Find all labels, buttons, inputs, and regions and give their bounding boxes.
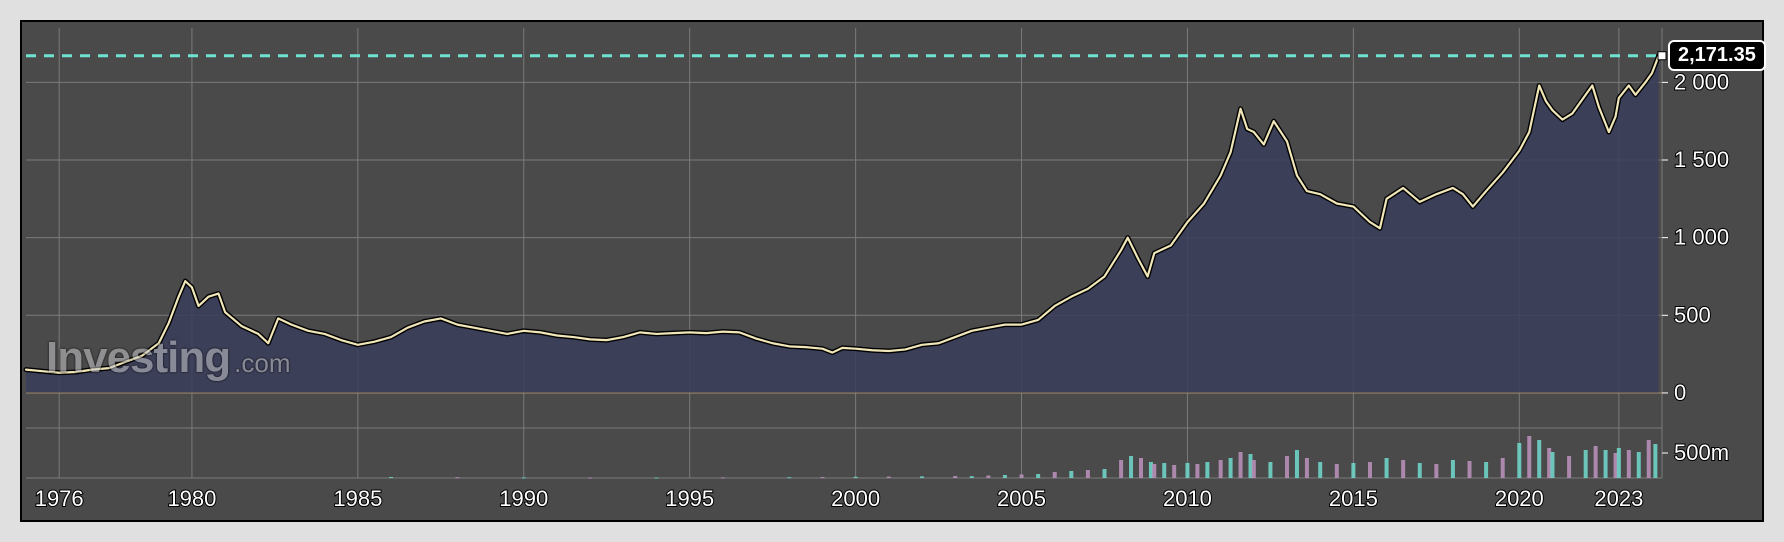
svg-text:500m: 500m <box>1674 440 1729 465</box>
current-price-badge: 2,171.35 <box>1668 40 1766 71</box>
chart-container: 0 500 1 000 1 500 2 000 500m 1976 1980 1985 1990 1… <box>0 0 1784 542</box>
svg-text:1976: 1976 <box>35 486 84 511</box>
price-chart[interactable]: 0 500 1 000 1 500 2 000 500m 1976 1980 1985 1990 1… <box>22 22 1762 520</box>
current-price-value: 2,171.35 <box>1678 44 1756 66</box>
svg-text:1980: 1980 <box>167 486 216 511</box>
svg-text:2005: 2005 <box>997 486 1046 511</box>
svg-text:1 000: 1 000 <box>1674 225 1729 250</box>
svg-text:2000: 2000 <box>831 486 880 511</box>
svg-text:1990: 1990 <box>499 486 548 511</box>
svg-text:2020: 2020 <box>1495 486 1544 511</box>
svg-text:1 500: 1 500 <box>1674 147 1729 172</box>
svg-text:0: 0 <box>1674 380 1686 405</box>
svg-text:2015: 2015 <box>1329 486 1378 511</box>
svg-text:2010: 2010 <box>1163 486 1212 511</box>
svg-text:500: 500 <box>1674 302 1711 327</box>
svg-text:1995: 1995 <box>665 486 714 511</box>
svg-text:1985: 1985 <box>333 486 382 511</box>
svg-text:2 000: 2 000 <box>1674 69 1729 94</box>
svg-text:2023: 2023 <box>1594 486 1643 511</box>
chart-frame[interactable]: 0 500 1 000 1 500 2 000 500m 1976 1980 1985 1990 1… <box>20 20 1764 522</box>
